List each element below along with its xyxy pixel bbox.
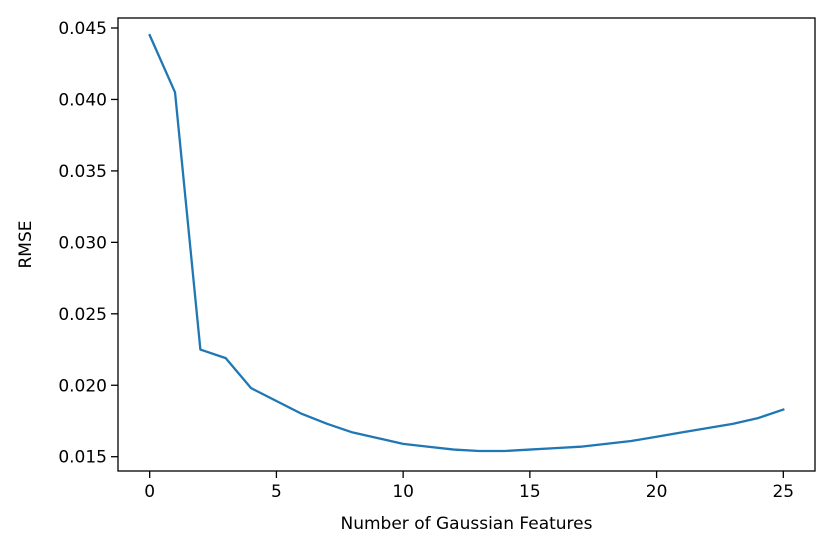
x-tick-label: 25 xyxy=(772,482,794,502)
x-tick-label: 15 xyxy=(519,482,541,502)
y-tick-label: 0.040 xyxy=(58,90,107,110)
y-tick-label: 0.030 xyxy=(58,233,107,253)
series-layer xyxy=(148,33,785,453)
x-tick-label: 10 xyxy=(392,482,414,502)
y-tick-label: 0.025 xyxy=(58,305,107,325)
x-tick-label: 5 xyxy=(271,482,282,502)
x-axis-ticks: 0 5 10 15 20 25 xyxy=(144,471,794,502)
y-axis-label: RMSE xyxy=(16,220,36,268)
x-tick-label: 0 xyxy=(144,482,155,502)
y-axis-ticks: 0.015 0.020 0.025 0.030 0.035 0.040 0.045 xyxy=(58,19,118,468)
y-tick-label: 0.045 xyxy=(58,19,107,39)
x-axis-label: Number of Gaussian Features xyxy=(341,514,593,534)
y-tick-label: 0.020 xyxy=(58,376,107,396)
rmse-series-line xyxy=(148,33,785,453)
y-tick-label: 0.035 xyxy=(58,162,107,182)
plot-frame xyxy=(117,17,816,472)
y-tick-label: 0.015 xyxy=(58,448,107,468)
x-tick-label: 20 xyxy=(646,482,668,502)
